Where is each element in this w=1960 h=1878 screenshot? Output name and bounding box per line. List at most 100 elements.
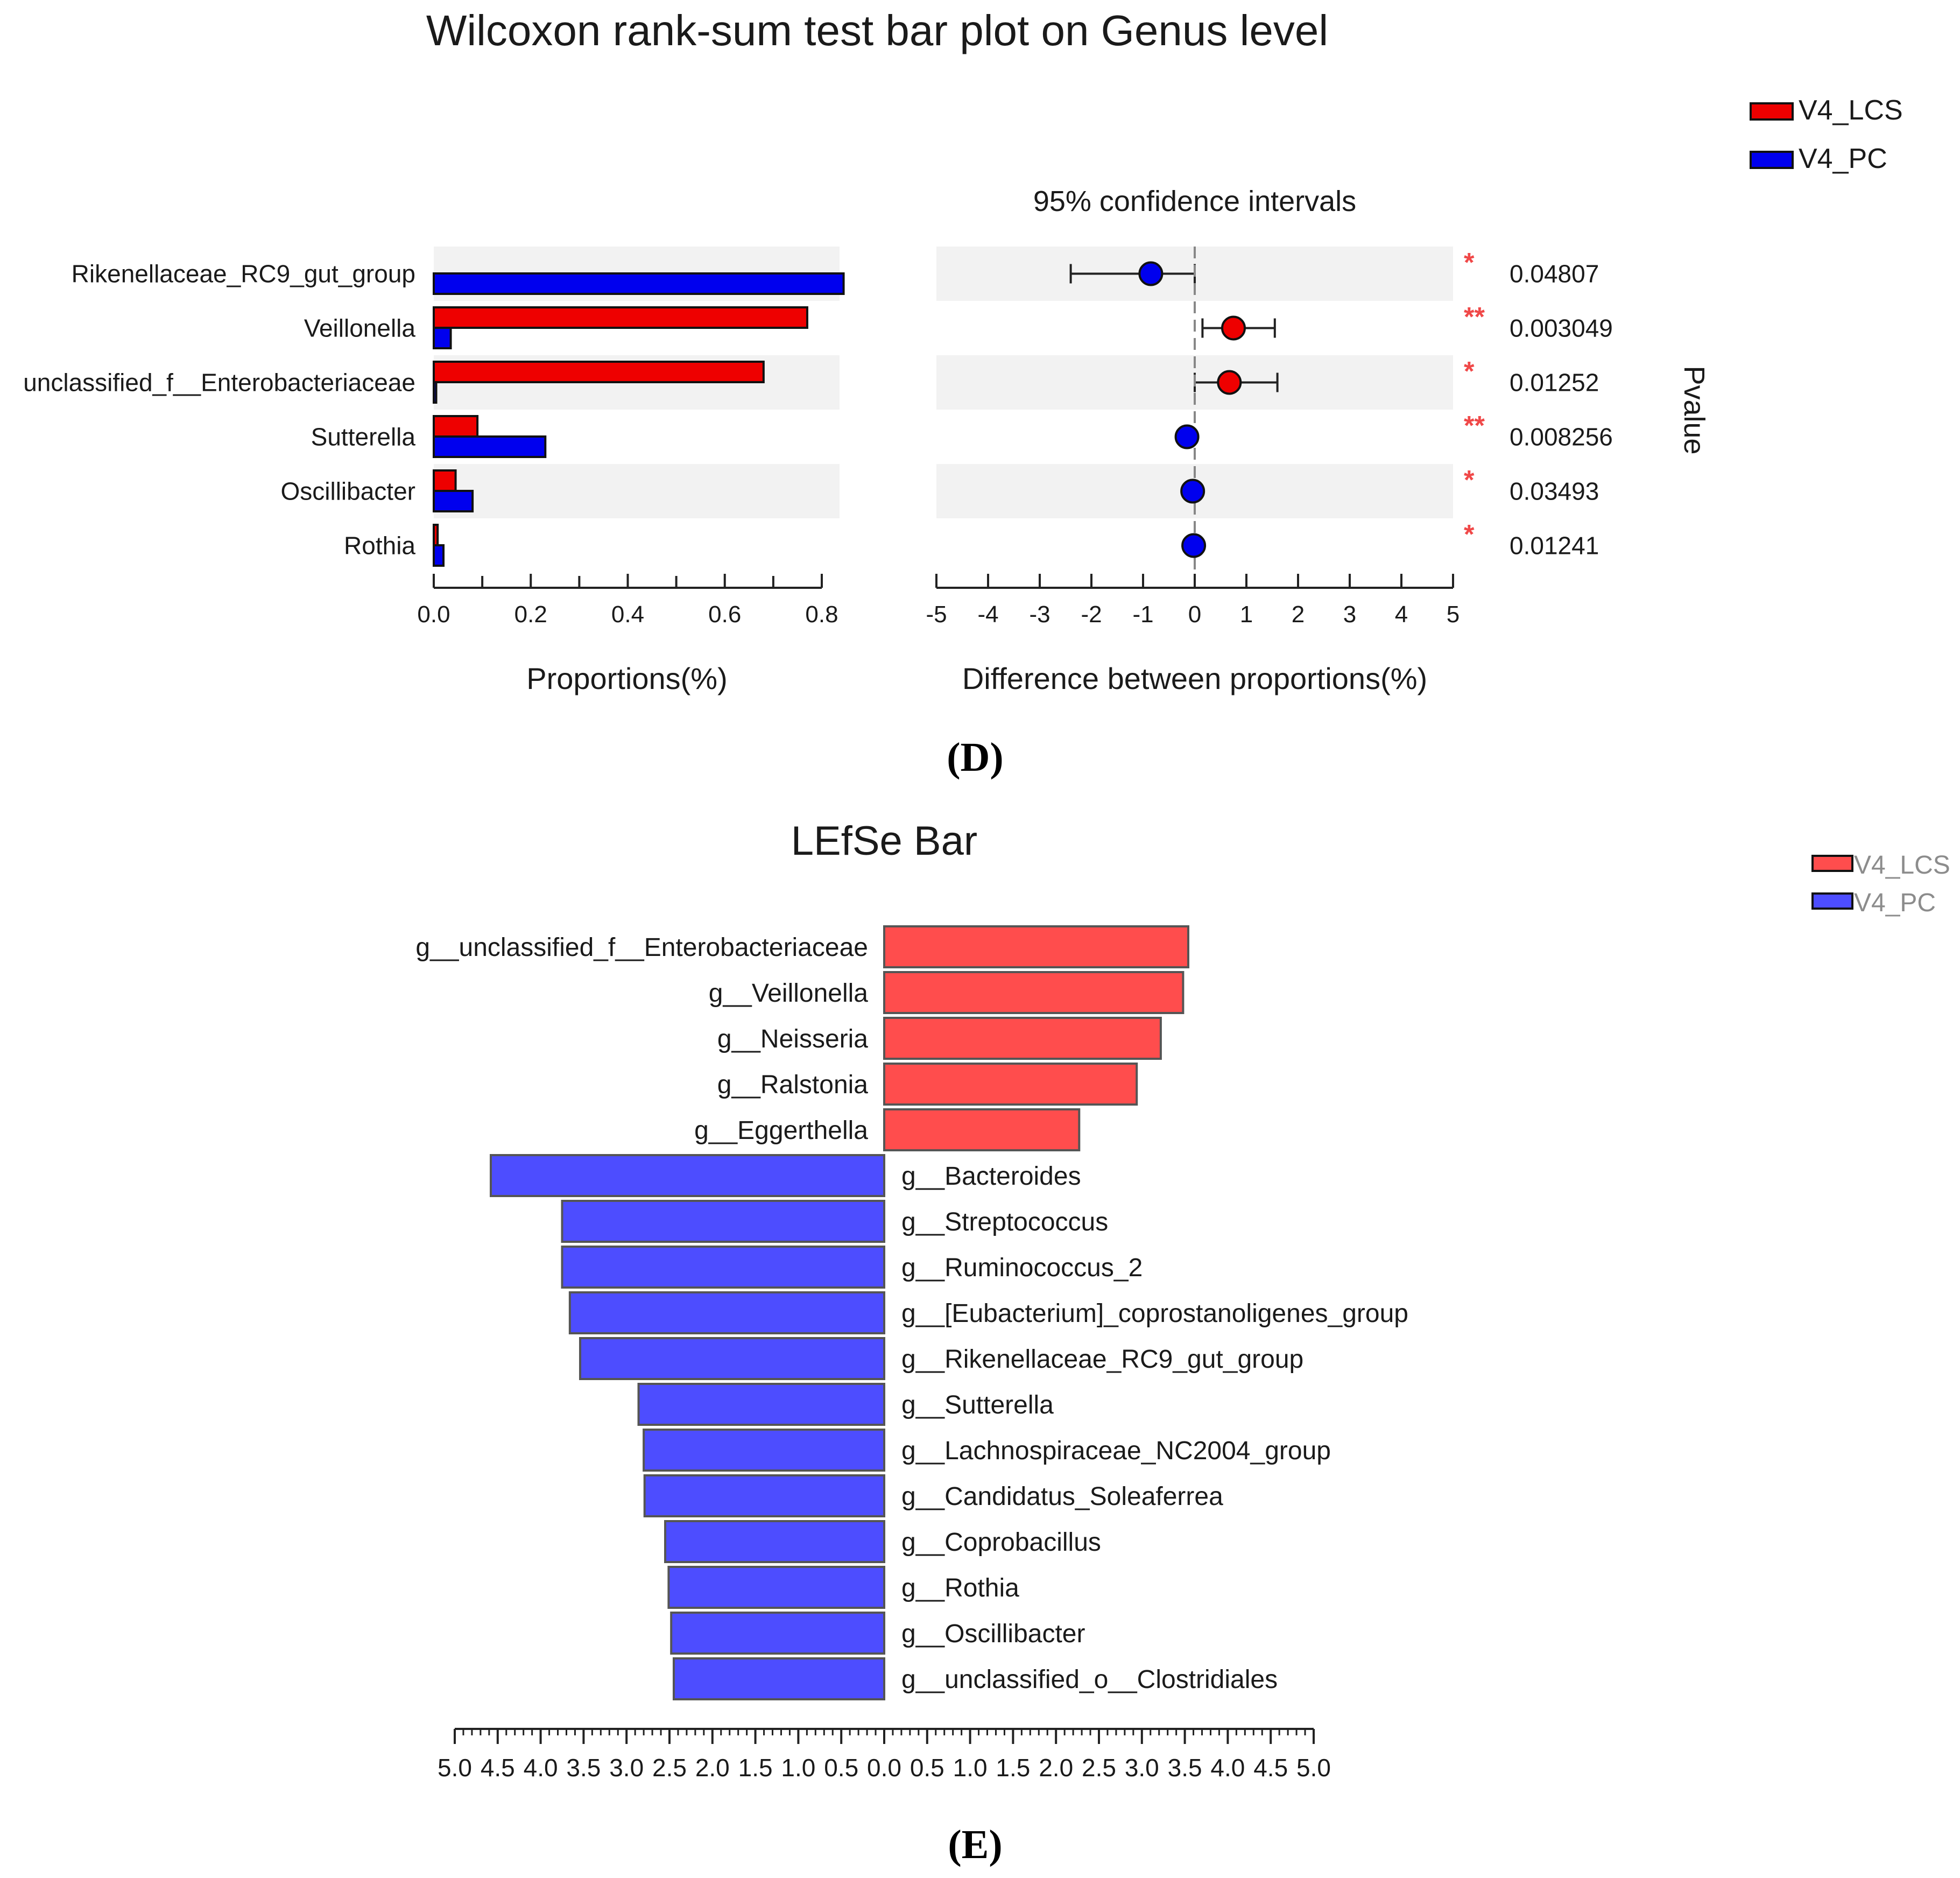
lefse-bar-v4-pc xyxy=(643,1474,885,1517)
legend-pc-swatch xyxy=(1750,151,1794,169)
axis-tick-label: 2.0 xyxy=(1039,1754,1073,1782)
axis-tick-label: 4.0 xyxy=(524,1754,558,1782)
significance-stars: * xyxy=(1464,465,1475,495)
panel-e: LEfSe Bar V4_LCS V4_PC g__unclassified_f… xyxy=(415,818,1950,1867)
lefse-legend-lcs-swatch xyxy=(1811,855,1853,872)
axis-tick-label: -2 xyxy=(1081,601,1102,628)
axis-tick-label: 0.0 xyxy=(417,601,450,628)
axis-tick-label: 4.5 xyxy=(1253,1754,1288,1782)
significance-stars: ** xyxy=(1464,302,1485,332)
lefse-legend-pc-swatch xyxy=(1811,892,1853,910)
lefse-bar-label: g__Rikenellaceae_RC9_gut_group xyxy=(901,1345,1303,1374)
axis-tick-label: 4.5 xyxy=(481,1754,515,1782)
lefse-bar-label: g__Neisseria xyxy=(717,1025,868,1053)
axis-tick-label: 0 xyxy=(1188,601,1201,628)
category-label: Rothia xyxy=(344,532,415,560)
axis-tick-label: 4.0 xyxy=(1210,1754,1245,1782)
lefse-bar-label: g__Streptococcus xyxy=(901,1208,1108,1236)
lefse-legend: V4_LCS V4_PC xyxy=(1811,851,1950,917)
lefse-labels: g__unclassified_f__Enterobacteriaceae g__… xyxy=(415,933,1408,1694)
lefse-legend-lcs-label: V4_LCS xyxy=(1854,851,1950,880)
lefse-bar-v4-pc xyxy=(561,1246,885,1289)
lefse-bar-v4-lcs xyxy=(883,1108,1081,1151)
lefse-bar-v4-pc xyxy=(643,1429,885,1472)
axis-tick-label: 0.8 xyxy=(805,601,838,628)
significance-stars: * xyxy=(1464,356,1475,386)
confidence-intervals xyxy=(1069,247,1279,573)
axis-tick-label: 2.5 xyxy=(1082,1754,1116,1782)
ci-point xyxy=(1174,424,1200,449)
axis-tick-label: 1.0 xyxy=(953,1754,988,1782)
lefse-bar-v4-pc xyxy=(637,1383,885,1426)
pvalue-axis-label: Pvalue xyxy=(1678,365,1710,454)
pvalue-text: 0.03493 xyxy=(1510,477,1599,505)
axis-tick-label: 3.5 xyxy=(566,1754,601,1782)
bar-v4-pc xyxy=(433,272,845,295)
lefse-bar-label: g__Bacteroides xyxy=(901,1162,1081,1191)
pvalue-text: 0.01252 xyxy=(1510,369,1599,397)
ci-title: 95% confidence intervals xyxy=(1033,185,1356,217)
ci-point xyxy=(1180,479,1205,504)
category-labels: Rikenellaceae_RC9_gut_group Veillonella un… xyxy=(23,260,415,560)
category-label: Oscillibacter xyxy=(280,477,415,505)
pvalue-text: 0.04807 xyxy=(1510,260,1599,288)
pvalue-text: 0.003049 xyxy=(1510,314,1613,342)
category-label: unclassified_f__Enterobacteriaceae xyxy=(23,369,415,397)
lefse-bar-label: g__Candidatus_Soleaferrea xyxy=(901,1482,1223,1511)
axis-tick-label: 1.5 xyxy=(996,1754,1030,1782)
significance-stars: * xyxy=(1464,248,1475,278)
pvalue-text: 0.008256 xyxy=(1510,423,1613,451)
axis-tick-label: -3 xyxy=(1029,601,1050,628)
lefse-bar-v4-pc xyxy=(579,1337,885,1380)
wilcoxon-legend: V4_LCS V4_PC xyxy=(1750,95,1903,174)
category-label: Sutterella xyxy=(311,423,416,451)
lefse-bar-label: g__Ralstonia xyxy=(717,1071,869,1099)
lefse-bar-label: g__Oscillibacter xyxy=(901,1620,1085,1648)
axis-tick-label: 1.0 xyxy=(781,1754,815,1782)
lefse-bar-v4-pc xyxy=(667,1566,886,1609)
lefse-bar-label: g__Rothia xyxy=(901,1574,1019,1602)
ci-point xyxy=(1138,261,1164,286)
axis-tick-label: 0.5 xyxy=(910,1754,944,1782)
lefse-bar-label: g__Coprobacillus xyxy=(901,1528,1101,1557)
lefse-bar-v4-lcs xyxy=(883,1063,1138,1106)
lefse-bar-label: g__unclassified_f__Enterobacteriaceae xyxy=(415,933,868,962)
category-label: Rikenellaceae_RC9_gut_group xyxy=(72,260,415,288)
lefse-bar-label: g__Ruminococcus_2 xyxy=(901,1254,1143,1282)
axis-tick-label: -4 xyxy=(977,601,998,628)
axis-tick-label: 3 xyxy=(1343,601,1356,628)
axis-tick-label: 2.5 xyxy=(652,1754,687,1782)
axis-tick-label: 1.5 xyxy=(738,1754,773,1782)
axis-tick-label: 2 xyxy=(1292,601,1305,628)
panel-d: Wilcoxon rank-sum test bar plot on Genus… xyxy=(23,6,1903,780)
lefse-axis: 5.0 4.5 4.0 3.5 3.0 2.5 2.0 1.5 1.0 0.5 0.0 0.5 1.0 1… xyxy=(438,1728,1331,1782)
axis-tick-label: 0.2 xyxy=(514,601,547,628)
axis-tick-label: 5.0 xyxy=(1296,1754,1331,1782)
axis-tick-label: 5 xyxy=(1447,601,1460,628)
ci-point xyxy=(1221,315,1246,341)
axis-tick-label: 0.5 xyxy=(824,1754,858,1782)
bar-row-background xyxy=(434,464,840,518)
lefse-bar-v4-pc xyxy=(490,1154,885,1197)
lefse-bar-v4-pc xyxy=(561,1200,885,1243)
proportions-axis: 0.0 0.2 0.4 0.6 0.8 xyxy=(417,574,838,628)
ci-point xyxy=(1181,533,1207,558)
lefse-bar-label: g__[Eubacterium]_coprostanoligenes_group xyxy=(901,1299,1408,1328)
lefse-bar-v4-pc xyxy=(672,1657,885,1700)
lefse-bar-label: g__Lachnospiraceae_NC2004_group xyxy=(901,1437,1331,1465)
difference-axis-title: Difference between proportions(%) xyxy=(962,662,1427,695)
lefse-bar-label: g__Eggerthella xyxy=(694,1116,868,1145)
lefse-bar-v4-pc xyxy=(568,1291,885,1334)
lefse-bars xyxy=(490,925,1189,1700)
bar-v4-lcs xyxy=(433,415,479,438)
axis-tick-label: -1 xyxy=(1132,601,1153,628)
axis-tick-label: 1 xyxy=(1240,601,1253,628)
lefse-title: LEfSe Bar xyxy=(791,818,977,864)
axis-tick-label: 0.4 xyxy=(611,601,644,628)
legend-pc-label: V4_PC xyxy=(1799,143,1887,174)
bar-v4-pc xyxy=(433,435,547,458)
lefse-legend-pc-label: V4_PC xyxy=(1854,889,1936,917)
lefse-bar-v4-lcs xyxy=(883,1017,1162,1060)
significance-stars: ** xyxy=(1464,411,1485,441)
